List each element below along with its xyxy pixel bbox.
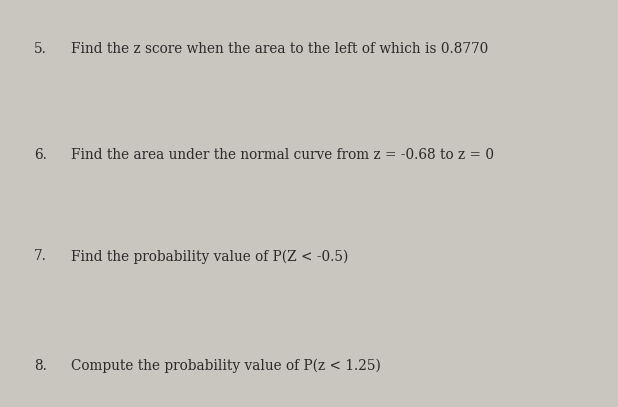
Text: Find the probability value of P(Z < -0.5): Find the probability value of P(Z < -0.5… [71,249,349,264]
Text: Find the area under the normal curve from z = -0.68 to z = 0: Find the area under the normal curve fro… [71,148,494,162]
Text: 5.: 5. [34,42,47,56]
Text: Compute the probability value of P(z < 1.25): Compute the probability value of P(z < 1… [71,359,381,374]
Text: 8.: 8. [34,359,47,373]
Text: 6.: 6. [34,148,47,162]
Text: 7.: 7. [34,249,47,263]
Text: Find the z score when the area to the left of which is 0.8770: Find the z score when the area to the le… [71,42,488,56]
